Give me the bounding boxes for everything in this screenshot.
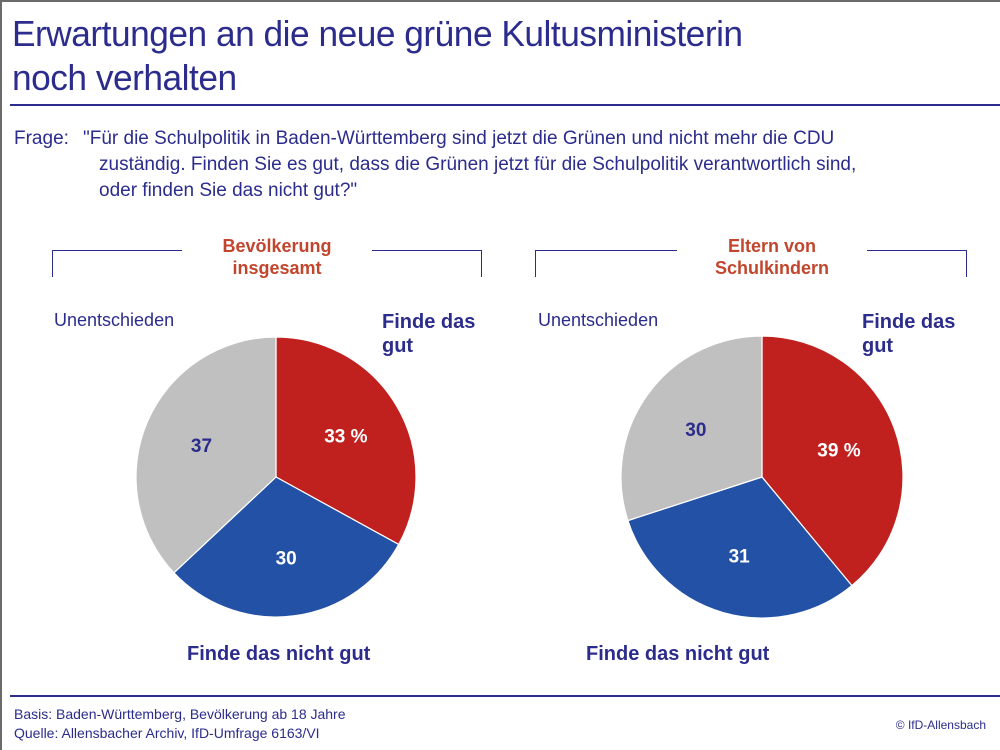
- pie-parents-value-not-good: 31: [729, 547, 751, 568]
- question-text: "Für die Schulpolitik in Baden-Württembe…: [83, 126, 988, 204]
- footer-source: Quelle: Allensbacher Archiv, IfD-Umfrage…: [14, 725, 320, 741]
- pie-population-label-good: Finde das gut: [382, 310, 475, 358]
- pie-population-label-undecided: Unentschieden: [54, 310, 175, 330]
- pie-population-label-good-line-2: gut: [382, 335, 414, 357]
- question-line-2: zuständig. Finden Sie es gut, dass die G…: [99, 154, 857, 175]
- group-title-population-line-2: insgesamt: [232, 258, 322, 278]
- pie-population-label-good-line-1: Finde das: [382, 311, 476, 333]
- pie-parents-slice-undecided: [620, 335, 763, 522]
- frame-left-border: [0, 0, 2, 750]
- group-title-population: Bevölkerung insgesamt: [182, 235, 372, 279]
- title-divider: [10, 104, 1000, 106]
- group-title-population-line-1: Bevölkerung: [222, 236, 332, 256]
- pie-parents-label-good: Finde das gut: [862, 310, 955, 358]
- pie-parents-label-not-good: Finde das nicht gut: [586, 643, 770, 665]
- pie-population-slice-not-good: [173, 476, 400, 618]
- chart-title: Erwartungen an die neue grüne Kultusmini…: [12, 12, 743, 100]
- group-title-parents: Eltern von Schulkindern: [677, 235, 867, 279]
- pie-population-value-not-good: 30: [276, 549, 297, 570]
- footer-divider: [10, 695, 1000, 697]
- pie-parents-value-undecided: 30: [685, 420, 706, 441]
- frame-top-border: [0, 0, 1000, 2]
- pie-population-value-good: 33 %: [324, 427, 367, 448]
- title-line-1: Erwartungen an die neue grüne Kultusmini…: [12, 13, 743, 54]
- question-label: Frage:: [14, 128, 69, 149]
- question-line-3: oder finden Sie das nicht gut?": [99, 180, 358, 201]
- pie-population-slice-good: [275, 336, 417, 546]
- group-title-parents-line-2: Schulkindern: [714, 258, 830, 278]
- pie-population-value-undecided: 37: [191, 436, 212, 457]
- footer-basis: Basis: Baden-Württemberg, Bevölkerung ab…: [14, 706, 346, 722]
- question-line-1: "Für die Schulpolitik in Baden-Württembe…: [83, 128, 835, 149]
- pie-parents-label-good-line-1: Finde das: [862, 311, 956, 333]
- pie-parents-value-good: 39 %: [817, 440, 860, 461]
- pie-parents-slice-good: [761, 335, 904, 587]
- copyright-notice: © IfD-Allensbach: [895, 718, 986, 732]
- group-title-parents-line-1: Eltern von: [727, 236, 816, 256]
- pie-parents-label-undecided: Unentschieden: [538, 310, 659, 330]
- pie-population-slice-undecided: [135, 336, 277, 574]
- pie-parents-label-good-line-2: gut: [862, 335, 894, 357]
- pie-population-label-not-good: Finde das nicht gut: [187, 643, 371, 665]
- pie-parents-slice-not-good: [627, 476, 853, 619]
- title-line-2: noch verhalten: [12, 57, 237, 98]
